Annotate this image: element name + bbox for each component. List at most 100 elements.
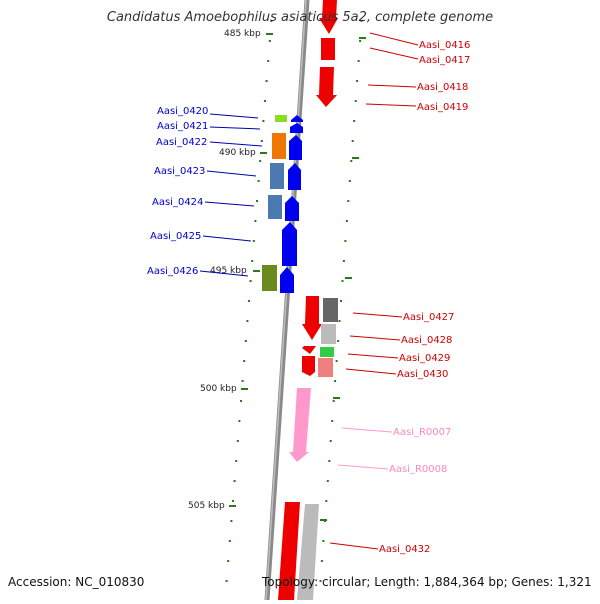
left-track-dot bbox=[256, 200, 258, 202]
label-aasi-0430[interactable]: Aasi_0430 bbox=[397, 369, 448, 380]
gene-aasi-0424-box[interactable] bbox=[268, 195, 282, 219]
left-track-dot bbox=[230, 520, 233, 522]
reverse-genes-middle bbox=[302, 296, 338, 377]
left-track-dot bbox=[243, 360, 246, 362]
right-track-dots bbox=[319, 20, 363, 582]
right-track-dot bbox=[347, 200, 350, 202]
tick-mark-495 bbox=[253, 270, 260, 272]
reverse-genes-bottom bbox=[278, 502, 319, 600]
gene-aasi-0425[interactable] bbox=[282, 222, 297, 266]
label-aasi-0417[interactable]: Aasi_0417 bbox=[419, 55, 470, 66]
gene-aasi-0422-box[interactable] bbox=[272, 133, 286, 159]
label-aasi-0421[interactable]: Aasi_0421 bbox=[157, 121, 208, 132]
gene-aasi-0426-box[interactable] bbox=[262, 265, 277, 291]
left-track-dot bbox=[241, 380, 244, 382]
gene-aasi-0429-box[interactable] bbox=[320, 347, 334, 357]
gene-aasi-0422[interactable] bbox=[289, 135, 302, 160]
label-aasi-0427[interactable]: Aasi_0427 bbox=[403, 312, 454, 323]
gene-aasi-0423[interactable] bbox=[288, 163, 301, 190]
gene-aasi-0421[interactable] bbox=[290, 123, 303, 133]
left-track-dot bbox=[235, 460, 238, 462]
leader-aasi-0426 bbox=[199, 270, 249, 277]
label-aasi-r0007[interactable]: Aasi_R0007 bbox=[393, 427, 451, 438]
tick-label-495: 495 kbp bbox=[210, 266, 247, 276]
label-aasi-0423[interactable]: Aasi_0423 bbox=[154, 166, 205, 177]
leader-aasi-0429 bbox=[347, 353, 399, 359]
map-title: Candidatus Amoebophilus asiaticus 5a2, c… bbox=[106, 10, 494, 25]
genome-backbone bbox=[264, 0, 310, 601]
left-track-dot bbox=[265, 80, 268, 82]
left-track-dot bbox=[267, 60, 270, 62]
right-track-dot bbox=[326, 480, 329, 482]
right-track-dot bbox=[356, 80, 359, 82]
gene-aasi-0416[interactable] bbox=[319, 0, 338, 34]
label-aasi-0425[interactable]: Aasi_0425 bbox=[150, 231, 201, 242]
tick-label-500: 500 kbp bbox=[200, 384, 237, 394]
label-aasi-0428[interactable]: Aasi_0428 bbox=[401, 335, 452, 346]
right-track-dot bbox=[334, 380, 337, 382]
tick-label-505: 505 kbp bbox=[188, 501, 225, 511]
label-aasi-0420[interactable]: Aasi_0420 bbox=[157, 106, 208, 117]
right-track-dot bbox=[344, 240, 347, 242]
leader-aasi-0425 bbox=[202, 235, 252, 242]
gene-aasi-0432-box[interactable] bbox=[297, 504, 319, 600]
label-aasi-0426[interactable]: Aasi_0426 bbox=[147, 266, 198, 277]
right-track-dot bbox=[345, 220, 348, 222]
right-track-dot bbox=[329, 440, 332, 442]
left-track-dot bbox=[238, 420, 241, 422]
reverse-genes-top bbox=[316, 0, 338, 107]
left-track-dot bbox=[259, 160, 262, 162]
gene-aasi-0420[interactable] bbox=[291, 115, 303, 122]
left-track-dot bbox=[244, 340, 247, 342]
right-track-dot bbox=[348, 180, 351, 182]
right-track-dot bbox=[360, 20, 363, 22]
gene-aasi-0423-box[interactable] bbox=[270, 163, 284, 189]
label-aasi-0424[interactable]: Aasi_0424 bbox=[152, 197, 203, 208]
leader-aasi-0428 bbox=[349, 335, 401, 341]
right-track-dot bbox=[354, 100, 357, 102]
left-track-dot bbox=[268, 40, 271, 42]
right-track-dot bbox=[337, 340, 340, 342]
leader-aasi-0418 bbox=[367, 84, 417, 88]
label-aasi-0419[interactable]: Aasi_0419 bbox=[417, 102, 468, 113]
label-aasi-0432[interactable]: Aasi_0432 bbox=[379, 544, 430, 555]
left-track-dot bbox=[254, 220, 257, 222]
left-track-dot bbox=[228, 540, 231, 542]
gene-aasi-0424[interactable] bbox=[285, 196, 299, 221]
scale-ticks: 485 kbp 490 kbp 495 kbp 500 kbp 505 kbp bbox=[188, 29, 273, 511]
label-aasi-0422[interactable]: Aasi_0422 bbox=[156, 137, 207, 148]
right-leader-lines bbox=[329, 32, 419, 550]
label-aasi-0418[interactable]: Aasi_0418 bbox=[417, 82, 468, 93]
label-aasi-0429[interactable]: Aasi_0429 bbox=[399, 353, 450, 364]
gene-aasi-0428-box[interactable] bbox=[321, 324, 336, 344]
right-track-dot bbox=[353, 120, 356, 122]
gene-aasi-0429[interactable] bbox=[302, 346, 316, 354]
right-tick-5 bbox=[320, 519, 327, 521]
gene-aasi-0432[interactable] bbox=[278, 502, 300, 600]
gene-aasi-0430[interactable] bbox=[302, 356, 315, 376]
gene-aasi-0426[interactable] bbox=[280, 267, 294, 293]
gene-aasi-0430-box[interactable] bbox=[318, 358, 333, 377]
leader-aasi-0420 bbox=[209, 113, 259, 119]
right-track-dot bbox=[335, 360, 338, 362]
gene-aasi-0427-box[interactable] bbox=[323, 298, 338, 322]
right-scale-ticks bbox=[320, 37, 366, 521]
tick-label-485: 485 kbp bbox=[224, 29, 261, 39]
gene-aasi-0420-box[interactable] bbox=[275, 115, 287, 122]
label-aasi-0416[interactable]: Aasi_0416 bbox=[419, 40, 470, 51]
gene-aasi-0417[interactable] bbox=[321, 38, 335, 60]
left-track-dot bbox=[260, 140, 263, 142]
gene-aasi-r0007[interactable] bbox=[289, 388, 311, 462]
genome-stats-text: Topology: circular; Length: 1,884,364 bp… bbox=[262, 575, 592, 589]
label-aasi-r0008[interactable]: Aasi_R0008 bbox=[389, 464, 447, 475]
left-track-dot bbox=[257, 180, 260, 182]
left-track-dot bbox=[232, 500, 234, 502]
leader-aasi-0424 bbox=[204, 201, 255, 207]
forward-genes-left bbox=[262, 115, 303, 293]
right-track-dot bbox=[341, 280, 344, 282]
gene-aasi-0427[interactable] bbox=[302, 296, 322, 340]
right-tick-3 bbox=[345, 277, 352, 279]
right-tick-4 bbox=[333, 397, 340, 399]
gene-aasi-0418[interactable] bbox=[316, 67, 337, 107]
right-track-dot bbox=[351, 140, 354, 142]
